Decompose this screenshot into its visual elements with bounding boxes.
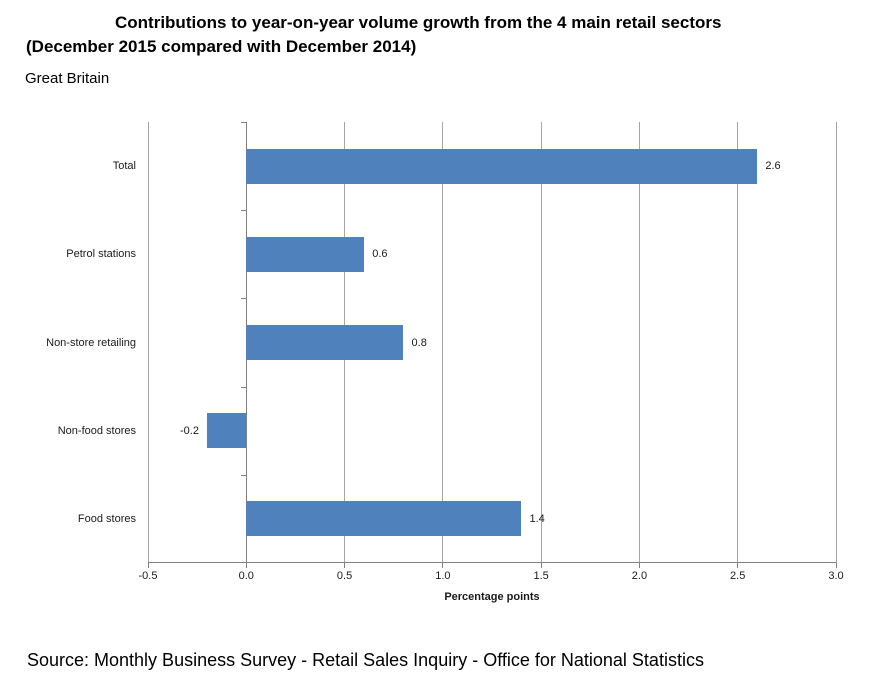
plot-area: 2.6 0.6 0.8 -0.2 1.4: [147, 122, 837, 568]
x-axis-tick--0.5: [147, 563, 149, 568]
category-label-total: Total: [112, 160, 136, 173]
x-axis-tick-2: [638, 563, 640, 568]
x-axis-tick-2.5: [737, 563, 739, 568]
gridline-x-1.5: [540, 122, 542, 563]
x-axis-tick-1.5: [540, 563, 542, 568]
gridline-x-2: [638, 122, 640, 563]
chart-title-line2: (December 2015 compared with December 20…: [26, 37, 417, 56]
x-axis-tick-0.5: [344, 563, 346, 568]
chart-subtitle: Great Britain: [25, 70, 110, 87]
gridline-x--0.5: [147, 122, 149, 563]
x-tick-label-2.5: 2.5: [730, 570, 746, 582]
x-axis-line: [148, 562, 836, 563]
value-label-food-stores: 1.4: [529, 512, 545, 525]
category-label-non-store-retailing: Non-store retailing: [46, 336, 136, 349]
x-axis-title: Percentage points: [444, 591, 540, 603]
gridline-x-3: [835, 122, 837, 563]
x-tick-label-0: 0.0: [238, 570, 254, 582]
value-label-non-store-retailing: 0.8: [411, 336, 427, 349]
bar-total: [246, 149, 758, 184]
category-axis-tick: [241, 122, 247, 123]
x-axis-tick-1: [442, 563, 444, 568]
chart-title: Contributions to year-on-year volume gro…: [0, 11, 879, 59]
source-note: Source: Monthly Business Survey - Retail…: [27, 650, 704, 670]
bar-food-stores: [246, 501, 522, 536]
category-label-non-food-stores: Non-food stores: [57, 424, 136, 437]
x-tick-label-3: 3.0: [828, 570, 844, 582]
category-axis-labels: Total Petrol stations Non-store retailing N…: [0, 122, 136, 563]
bar-chart: Total Petrol stations Non-store retailing N…: [0, 122, 844, 603]
x-tick-label-1.5: 1.5: [533, 570, 549, 582]
x-axis-tick-0: [245, 563, 247, 568]
x-tick-label-1: 1.0: [435, 570, 451, 582]
bar-non-food-stores: [206, 413, 246, 448]
category-axis-tick: [241, 298, 247, 299]
category-label-petrol-stations: Petrol stations: [66, 248, 136, 261]
value-label-total: 2.6: [765, 160, 781, 173]
gridline-x-2.5: [737, 122, 739, 563]
bar-petrol-stations: [246, 237, 365, 272]
x-axis-tick-labels: -0.5 0.0 0.5 1.0 1.5 2.0 2.5 3.0: [139, 570, 844, 584]
category-label-food-stores: Food stores: [77, 512, 136, 525]
value-label-non-food-stores: -0.2: [180, 424, 199, 437]
x-tick-label-2: 2.0: [631, 570, 648, 582]
x-tick-label-0.5: 0.5: [336, 570, 353, 582]
chart-title-line1: Contributions to year-on-year volume gro…: [115, 13, 722, 32]
x-tick-label--0.5: -0.5: [138, 570, 158, 582]
x-axis-tick-3: [835, 563, 837, 568]
category-axis-tick: [241, 475, 247, 476]
gridline-x-1: [442, 122, 444, 563]
category-axis-tick: [241, 387, 247, 388]
value-label-petrol-stations: 0.6: [372, 248, 388, 261]
bar-non-store-retailing: [246, 325, 404, 360]
category-axis-tick: [241, 210, 247, 211]
